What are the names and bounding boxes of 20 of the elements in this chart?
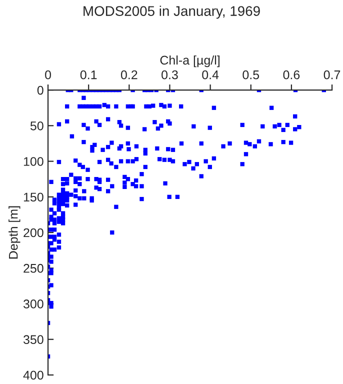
x-tick-label: 0.2 [120,70,138,80]
x-tick-label: 0.5 [242,70,260,80]
x-tick-label: 0.6 [283,70,300,80]
x-tick-label: 0.4 [202,70,219,80]
y-tick-label: 250 [24,264,44,273]
y-tick-label: 100 [24,157,44,166]
y-axis-title: Depth [m] [8,206,20,259]
x-tick-label: 0 [45,70,52,80]
y-tick-label: 0 [37,86,44,95]
y-tick-label: 150 [24,192,44,202]
y-tick-label: 350 [23,335,44,344]
x-tick-label: 0.3 [162,70,178,80]
x-axis-title: Chl-a [µg/l] [160,55,220,68]
x-tick-label: 0.7 [324,70,340,80]
y-tick-label: 50 [30,121,44,130]
y-tick-label: 400 [23,370,44,380]
y-tick-label: 200 [24,228,44,238]
y-tick-label: 300 [23,300,44,308]
chart-title: MODS2005 in January, 1969 [84,6,260,19]
x-tick-label: 0.1 [80,70,97,80]
